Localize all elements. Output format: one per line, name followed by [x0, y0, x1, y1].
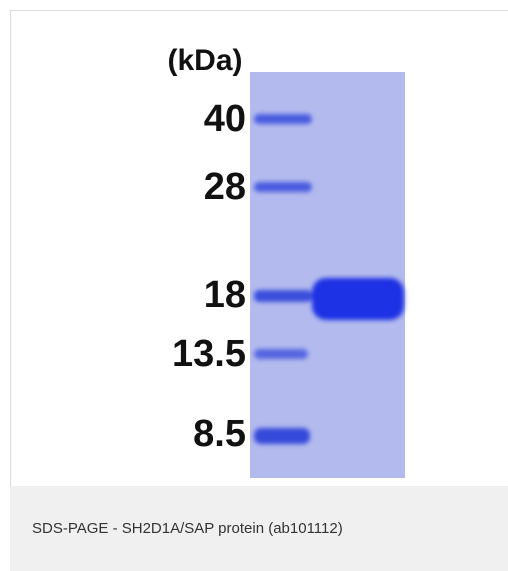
unit-label: (kDa)	[167, 44, 242, 77]
marker-label: 13.5	[172, 333, 246, 375]
gel-lane	[250, 72, 405, 478]
ladder-band	[254, 349, 308, 359]
page: (kDa) 40 28 18 13.5 8.5 SDS-PAGE - SH2D1…	[0, 0, 508, 571]
sample-band	[312, 278, 404, 320]
marker-label: 28	[204, 166, 246, 208]
gel-figure: (kDa) 40 28 18 13.5 8.5	[0, 0, 508, 486]
marker-label: 18	[204, 274, 246, 316]
ladder-band	[254, 428, 310, 444]
ladder-band	[254, 182, 312, 192]
ladder-band	[254, 290, 312, 302]
ladder-band	[254, 114, 312, 124]
caption: SDS-PAGE - SH2D1A/SAP protein (ab101112)	[10, 486, 508, 571]
marker-label: 8.5	[193, 413, 246, 455]
marker-label: 40	[204, 98, 246, 140]
